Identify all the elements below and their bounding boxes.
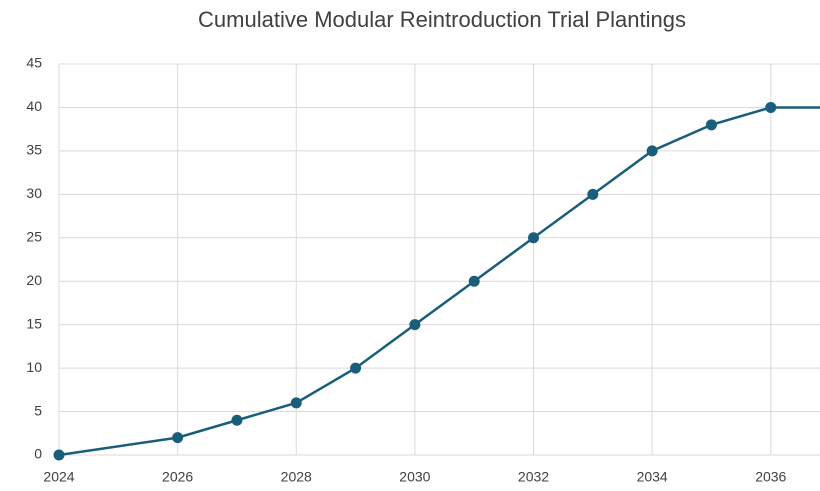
x-tick-label: 2032 [518, 469, 549, 485]
y-tick-label: 10 [26, 359, 42, 375]
x-tick-label: 2034 [637, 469, 668, 485]
x-tick-label: 2030 [399, 469, 430, 485]
data-point [705, 119, 717, 131]
x-tick-label: 2024 [43, 469, 74, 485]
x-tick-label: 2028 [281, 469, 312, 485]
y-tick-label: 35 [26, 142, 42, 158]
y-tick-label: 0 [34, 446, 42, 462]
y-tick-label: 45 [26, 55, 42, 71]
y-tick-label: 30 [26, 185, 42, 201]
y-tick-label: 25 [26, 228, 42, 244]
data-point [765, 101, 777, 113]
x-tick-label: 2026 [162, 469, 193, 485]
data-point [528, 232, 540, 244]
data-point [646, 145, 658, 157]
y-tick-label: 15 [26, 315, 42, 331]
plot-area [53, 101, 820, 461]
data-point [290, 397, 302, 409]
chart-title: Cumulative Modular Reintroduction Trial … [198, 7, 686, 32]
data-point [172, 432, 184, 444]
x-tick-label: 2036 [755, 469, 786, 485]
data-point [231, 414, 243, 426]
y-tick-label: 5 [34, 402, 42, 418]
y-tick-label: 40 [26, 98, 42, 114]
y-tick-label: 20 [26, 272, 42, 288]
data-point [468, 275, 480, 287]
data-point [409, 319, 421, 331]
data-point [350, 362, 362, 374]
data-point [587, 188, 599, 200]
data-point [53, 449, 65, 461]
